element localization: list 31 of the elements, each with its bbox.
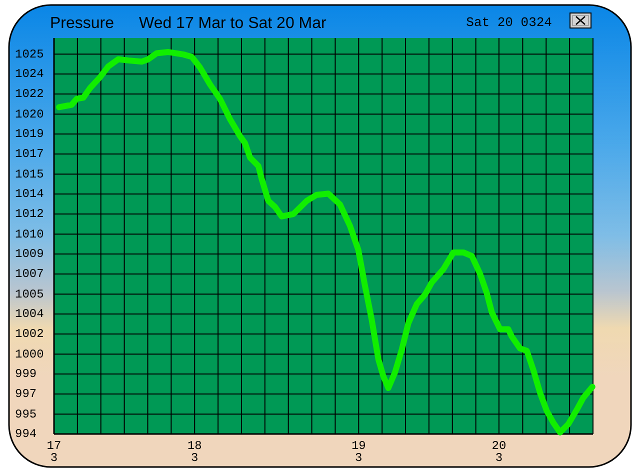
y-tick-label: 1025 xyxy=(15,47,44,62)
text: Sat 20 0324 xyxy=(466,15,552,30)
x-tick-label: 20 xyxy=(492,439,506,453)
y-tick-label: 1015 xyxy=(15,167,44,182)
x-tick-label: 17 xyxy=(46,439,62,453)
y-tick-label: 1009 xyxy=(15,247,44,262)
chart-title: Pressure xyxy=(50,15,114,32)
y-tick-label: 1005 xyxy=(15,287,44,302)
y-tick-label: 1014 xyxy=(15,187,44,202)
y-tick-label: 1000 xyxy=(15,347,44,362)
y-tick-label: 1024 xyxy=(15,67,44,82)
text: 3 xyxy=(50,451,58,465)
y-tick-label: 1020 xyxy=(15,107,44,122)
y-tick-label: 1022 xyxy=(15,87,44,102)
y-tick-label: 999 xyxy=(15,367,37,382)
y-tick-label: 1010 xyxy=(15,227,44,242)
y-tick-label: 994 xyxy=(15,427,37,442)
text: 3 xyxy=(495,451,503,465)
x-tick-label: 19 xyxy=(351,439,366,453)
y-tick-label: 1012 xyxy=(15,207,44,222)
text: 3 xyxy=(191,451,198,465)
y-tick-label: 997 xyxy=(15,387,37,402)
y-tick-label: 1007 xyxy=(15,267,44,282)
text: 3 xyxy=(355,451,362,465)
y-tick-label: 1019 xyxy=(15,127,44,142)
y-tick-label: 1017 xyxy=(15,147,44,162)
y-tick-label: 995 xyxy=(15,407,37,422)
x-tick-label: 18 xyxy=(187,439,202,453)
y-tick-label: 1004 xyxy=(15,307,44,322)
y-tick-label: 1002 xyxy=(15,327,44,342)
chart-subtitle: Wed 17 Mar to Sat 20 Mar xyxy=(139,15,328,32)
